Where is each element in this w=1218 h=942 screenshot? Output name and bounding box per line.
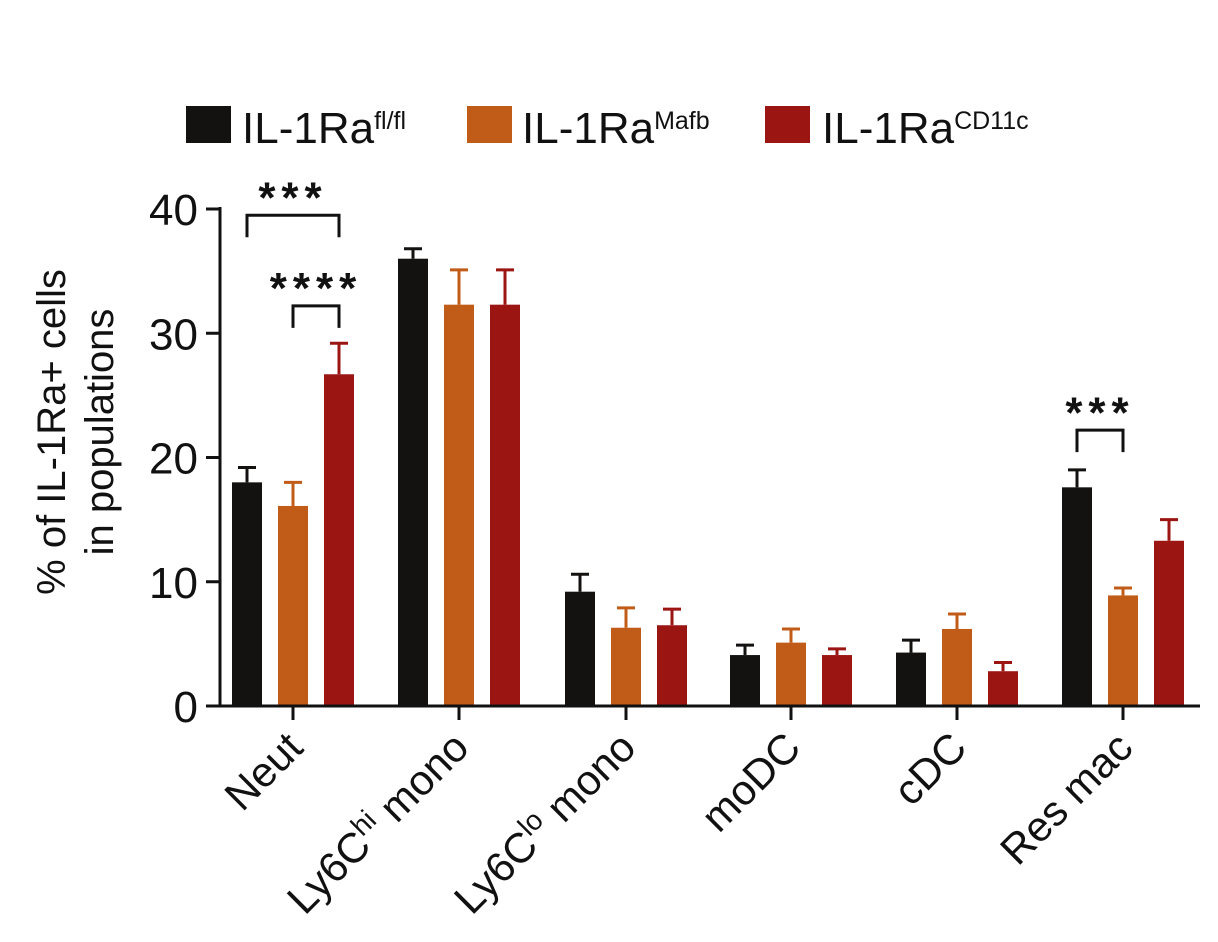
bar (232, 482, 262, 706)
significance-bracket (291, 304, 341, 328)
y-axis-label-line-2: in populations (78, 309, 122, 556)
x-tick-label: Res mac (991, 723, 1141, 873)
significance-bracket (245, 213, 341, 238)
bar (730, 655, 760, 706)
y-axis-label-line-1: % of IL-1Ra+ cells (30, 269, 74, 595)
bar (896, 652, 926, 706)
legend-swatch (765, 106, 810, 143)
x-tick-label: Neut (215, 723, 311, 819)
y-tick-label: 40 (149, 186, 198, 235)
bar (1062, 487, 1092, 706)
significance-label: *** (258, 173, 327, 222)
y-axis: 0 10 20 30 40 (149, 186, 222, 732)
bar (1154, 540, 1184, 706)
y-tick-label: 10 (149, 559, 198, 608)
bar (657, 625, 687, 706)
x-tick-label: cDC (884, 723, 975, 814)
bar (324, 374, 354, 706)
x-tick-label: Ly6Clo mono (443, 721, 644, 922)
y-tick-label: 20 (149, 435, 198, 484)
bars (232, 247, 1184, 706)
bar (1108, 595, 1138, 706)
legend-label: IL-1Rafl/fl (242, 104, 406, 153)
legend-swatch (467, 106, 512, 143)
y-tick-label: 0 (174, 683, 198, 732)
bar (444, 304, 474, 706)
legend-swatch (186, 106, 231, 143)
legend: IL-1Rafl/fl IL-1RaMafb IL-1RaCD11c (186, 104, 1029, 153)
bar (565, 591, 595, 706)
x-tick-label: moDC (692, 723, 809, 840)
legend-label: IL-1RaCD11c (822, 104, 1029, 153)
bar (278, 505, 308, 706)
bar (776, 642, 806, 706)
bar (822, 655, 852, 706)
y-tick-label: 30 (149, 310, 198, 359)
bar (490, 304, 520, 706)
bar (988, 671, 1018, 706)
significance-label: **** (270, 264, 363, 313)
significance-annotations: ********** (245, 173, 1134, 453)
bar (611, 627, 641, 706)
significance-label: *** (1065, 388, 1134, 437)
significance-bracket (1075, 428, 1125, 453)
bar (398, 258, 428, 706)
legend-label: IL-1RaMafb (522, 104, 710, 153)
bar (942, 628, 972, 706)
